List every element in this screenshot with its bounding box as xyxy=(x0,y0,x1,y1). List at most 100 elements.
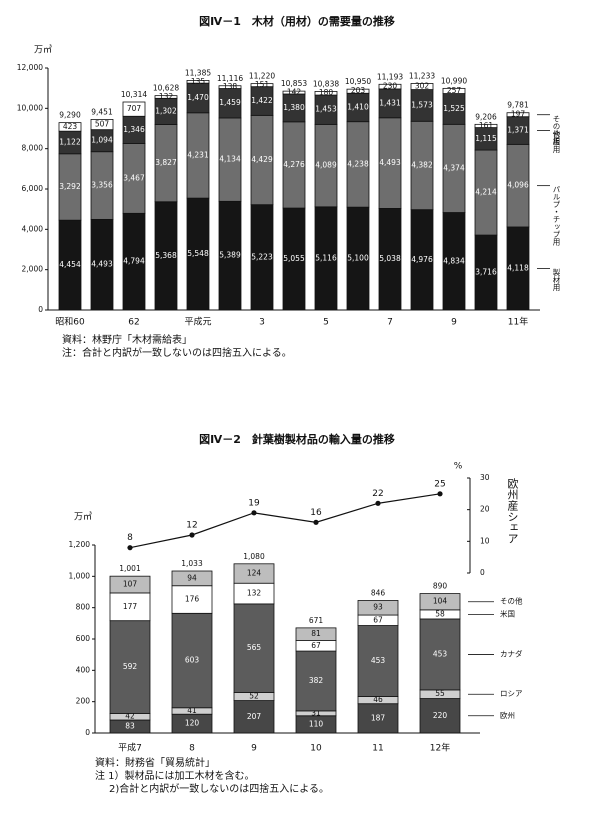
y2-tick-label: 30 xyxy=(480,473,490,482)
value-label: 4,096 xyxy=(507,181,529,190)
value-label: 1,122 xyxy=(59,137,81,146)
value-label: 4,214 xyxy=(475,188,497,197)
legend-label: ロシア xyxy=(500,689,523,698)
value-label: 1,525 xyxy=(443,104,465,113)
value-label: 1,573 xyxy=(411,100,433,109)
value-label: 3,827 xyxy=(155,158,177,167)
bar-segment xyxy=(186,80,210,84)
y-tick-label: 0 xyxy=(38,305,43,314)
total-label: 671 xyxy=(309,616,324,625)
legend-label: その他 xyxy=(500,596,523,606)
note: 資料：財務省「貿易統計」 xyxy=(95,756,215,769)
value-label: 1,422 xyxy=(251,96,273,105)
value-label: 4,454 xyxy=(59,260,81,269)
total-label: 1,033 xyxy=(181,559,203,568)
value-label: 180 xyxy=(319,88,334,97)
y2-tick-label: 10 xyxy=(480,536,490,545)
value-label: 603 xyxy=(185,656,200,665)
bar-segment xyxy=(250,83,274,88)
value-label: 94 xyxy=(187,573,197,582)
value-label: 707 xyxy=(127,104,142,113)
value-label: 197 xyxy=(511,110,526,119)
total-label: 9,451 xyxy=(91,107,113,116)
value-label: 4,276 xyxy=(283,160,305,169)
value-label: 4,382 xyxy=(411,160,433,169)
value-label: 302 xyxy=(415,82,430,91)
value-label: 257 xyxy=(447,86,462,95)
value-label: 1,453 xyxy=(315,105,337,114)
value-label: 453 xyxy=(371,656,386,665)
value-label: 4,834 xyxy=(443,256,465,265)
total-label: 890 xyxy=(433,582,448,591)
value-label: 5,223 xyxy=(251,252,273,261)
bar-segment xyxy=(171,570,213,587)
x-tick-label: 9 xyxy=(451,318,457,328)
chart-title: 図Ⅳ－2 針葉樹製材品の輸入量の推移 xyxy=(199,432,395,446)
value-label: 5,100 xyxy=(347,254,369,263)
value-label: 135 xyxy=(191,77,206,86)
value-label: 4,118 xyxy=(507,263,529,272)
total-label: 9,781 xyxy=(507,101,529,110)
value-label: 58 xyxy=(435,609,445,618)
total-label: 11,220 xyxy=(249,72,275,81)
x-tick-label: 9 xyxy=(251,744,257,754)
y-tick-label: 0 xyxy=(85,728,90,737)
total-label: 11,385 xyxy=(185,68,211,77)
bar-segment xyxy=(122,101,146,117)
note: 注：合計と内訳が一致しないのは四捨五入による。 xyxy=(62,346,292,359)
value-label: 55 xyxy=(435,689,445,698)
bar-segment xyxy=(346,88,370,94)
value-label: 423 xyxy=(63,122,78,131)
y-tick-label: 6,000 xyxy=(22,184,44,193)
y-tick-label: 8,000 xyxy=(22,144,44,153)
bar-segment xyxy=(171,612,213,709)
total-label: 10,628 xyxy=(153,84,179,93)
legend-label: その他用 xyxy=(552,114,561,146)
value-label: 203 xyxy=(351,86,366,95)
value-label: 1,380 xyxy=(283,103,305,112)
y-tick-label: 10,000 xyxy=(17,103,43,112)
value-label: 31 xyxy=(311,708,321,717)
value-label: 46 xyxy=(373,695,383,704)
value-label: 507 xyxy=(95,120,110,129)
bar-segment xyxy=(109,620,151,714)
value-label: 4,089 xyxy=(315,161,337,170)
total-label: 11,116 xyxy=(217,74,243,83)
value-label: 5,116 xyxy=(315,253,337,262)
total-label: 10,990 xyxy=(441,76,467,85)
bar-segment xyxy=(295,627,337,641)
x-tick-label: 11 xyxy=(372,744,383,754)
y-tick-label: 1,000 xyxy=(69,571,91,580)
value-label: 1,094 xyxy=(91,136,113,145)
value-label: 142 xyxy=(287,88,302,97)
y-tick-label: 600 xyxy=(76,634,91,643)
value-label: 151 xyxy=(255,80,270,89)
value-label: 1,115 xyxy=(475,134,497,143)
x-tick-label: 平成元 xyxy=(184,316,211,328)
line-value-label: 22 xyxy=(372,489,383,499)
value-label: 4,794 xyxy=(123,257,145,266)
value-label: 3,716 xyxy=(475,268,497,277)
bar-segment xyxy=(233,563,275,584)
bar-segment xyxy=(58,122,82,132)
value-label: 5,368 xyxy=(155,251,177,260)
bar-segment xyxy=(109,575,151,594)
value-label: 161 xyxy=(479,121,494,130)
total-label: 9,206 xyxy=(475,112,497,121)
y2-tick-label: 20 xyxy=(480,505,490,514)
line-point xyxy=(313,519,319,525)
line-value-label: 12 xyxy=(186,521,197,531)
value-label: 42 xyxy=(125,712,135,721)
bar-segment xyxy=(419,593,461,611)
bar-segment xyxy=(154,95,178,99)
value-label: 93 xyxy=(373,603,383,612)
value-label: 176 xyxy=(185,595,200,604)
x-tick-label: 5 xyxy=(323,318,329,328)
legend-label: 米国 xyxy=(500,608,515,618)
legend-label: カナダ xyxy=(500,648,523,658)
bar-segment xyxy=(419,618,461,691)
bar-segment xyxy=(357,625,399,697)
bar-segment xyxy=(233,700,275,734)
value-label: 5,038 xyxy=(379,254,401,263)
